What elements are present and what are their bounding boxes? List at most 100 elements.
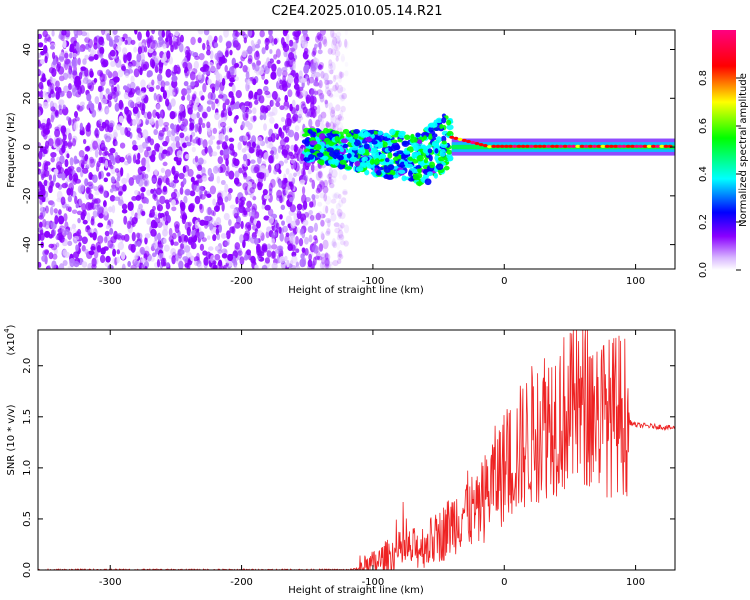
heatmap-cell: [281, 66, 288, 72]
heatmap-cell: [328, 176, 332, 186]
heatmap-cell: [309, 95, 315, 105]
heatmap-cell: [203, 30, 210, 36]
heatmap-cell: [67, 240, 73, 247]
heatmap-cell: [271, 250, 276, 259]
heatmap-cell: [209, 135, 216, 141]
heatmap-cell: [288, 129, 295, 138]
heatmap-cell: [396, 150, 404, 155]
heatmap-cell: [342, 188, 348, 195]
heatmap-x-tick-label: -300: [99, 276, 122, 287]
heatmap-cell: [336, 84, 344, 94]
heatmap-cell: [289, 204, 296, 213]
heatmap-cell: [135, 195, 142, 201]
heatmap-cell: [103, 177, 109, 183]
heatmap-cell: [344, 38, 348, 48]
heatmap-cell: [446, 119, 452, 126]
heatmap-cell: [217, 156, 224, 165]
heatmap-cell: [326, 228, 331, 235]
heatmap-cell: [38, 261, 42, 268]
heatmap-cell: [317, 49, 323, 55]
heatmap-cell: [127, 260, 132, 268]
heatmap-cell: [176, 36, 181, 47]
heatmap-cell: [187, 168, 194, 177]
heatmap-cell: [242, 64, 248, 73]
heatmap-cell: [145, 155, 150, 164]
heatmap-cell: [328, 102, 333, 111]
heatmap-cell: [319, 192, 326, 199]
heatmap-cell: [72, 87, 78, 97]
heatmap-cell: [319, 30, 326, 36]
heatmap-cell: [293, 212, 297, 222]
heatmap-cell: [149, 208, 155, 218]
heatmap-cell: [286, 259, 290, 268]
heatmap-cell: [314, 43, 318, 50]
heatmap-cell: [107, 206, 113, 213]
heatmap-cell: [331, 192, 338, 199]
heatmap-cell: [220, 232, 227, 239]
heatmap-cell: [55, 146, 60, 152]
heatmap-cell: [99, 90, 103, 101]
heatmap-cell: [331, 169, 338, 179]
heatmap-cell: [196, 122, 202, 133]
heatmap-cell: [328, 59, 333, 67]
heatmap-cell: [330, 198, 337, 204]
heatmap-cell: [334, 35, 341, 44]
heatmap-cell: [411, 152, 417, 159]
heatmap-cell: [146, 218, 152, 225]
heatmap-cell: [217, 259, 223, 267]
heatmap-cell: [119, 156, 125, 163]
heatmap-cell: [55, 80, 60, 88]
heatmap-cell: [40, 122, 47, 130]
heatmap-cell: [162, 149, 168, 155]
heatmap-cell: [259, 30, 265, 38]
heatmap-cell: [86, 122, 91, 132]
heatmap-cell: [43, 170, 50, 178]
heatmap-cell: [275, 222, 280, 230]
heatmap-cell: [301, 194, 307, 204]
heatmap-cell: [394, 144, 401, 150]
heatmap-cell: [94, 198, 101, 204]
heatmap-cell: [280, 180, 287, 190]
heatmap-cell: [246, 200, 252, 208]
heatmap-cell: [42, 218, 47, 228]
heatmap-cell: [251, 62, 256, 67]
heatmap-cell: [338, 71, 343, 80]
heatmap-cell: [121, 209, 128, 214]
heatmap-cell: [229, 204, 236, 210]
heatmap-cell: [326, 147, 335, 153]
heatmap-cell: [276, 245, 284, 252]
heatmap-cell: [179, 104, 185, 112]
snr-x-tick-label: -300: [99, 577, 122, 588]
heatmap-cell: [212, 234, 217, 242]
heatmap-cell: [310, 263, 315, 269]
heatmap-cell: [319, 261, 326, 269]
heatmap-cell: [206, 100, 214, 105]
heatmap-cell: [38, 52, 42, 59]
heatmap-cell: [214, 98, 219, 104]
heatmap-cell: [328, 92, 334, 98]
heatmap-cell: [325, 205, 329, 214]
heatmap-cell: [74, 75, 81, 86]
heatmap-cell: [123, 233, 130, 242]
heatmap-cell: [82, 167, 89, 174]
heatmap-cell: [176, 160, 182, 166]
heatmap-cell: [351, 146, 359, 151]
heatmap-cell: [292, 61, 296, 71]
heatmap-cell: [146, 70, 153, 78]
heatmap-cell: [186, 85, 192, 91]
heatmap-cell: [207, 130, 212, 138]
heatmap-cell: [104, 230, 110, 237]
heatmap-cell: [246, 109, 253, 115]
heatmap-cell: [78, 241, 82, 248]
heatmap-cell: [299, 179, 306, 185]
heatmap-cell: [81, 236, 88, 245]
heatmap-cell: [263, 194, 271, 200]
heatmap-cell: [545, 144, 551, 148]
heatmap-cell: [284, 255, 288, 262]
heatmap-cell: [207, 61, 214, 67]
heatmap-cell: [81, 104, 85, 110]
heatmap-cell: [325, 259, 330, 265]
heatmap-cell: [596, 144, 602, 148]
heatmap-cell: [355, 166, 364, 172]
heatmap-cell: [196, 252, 200, 261]
